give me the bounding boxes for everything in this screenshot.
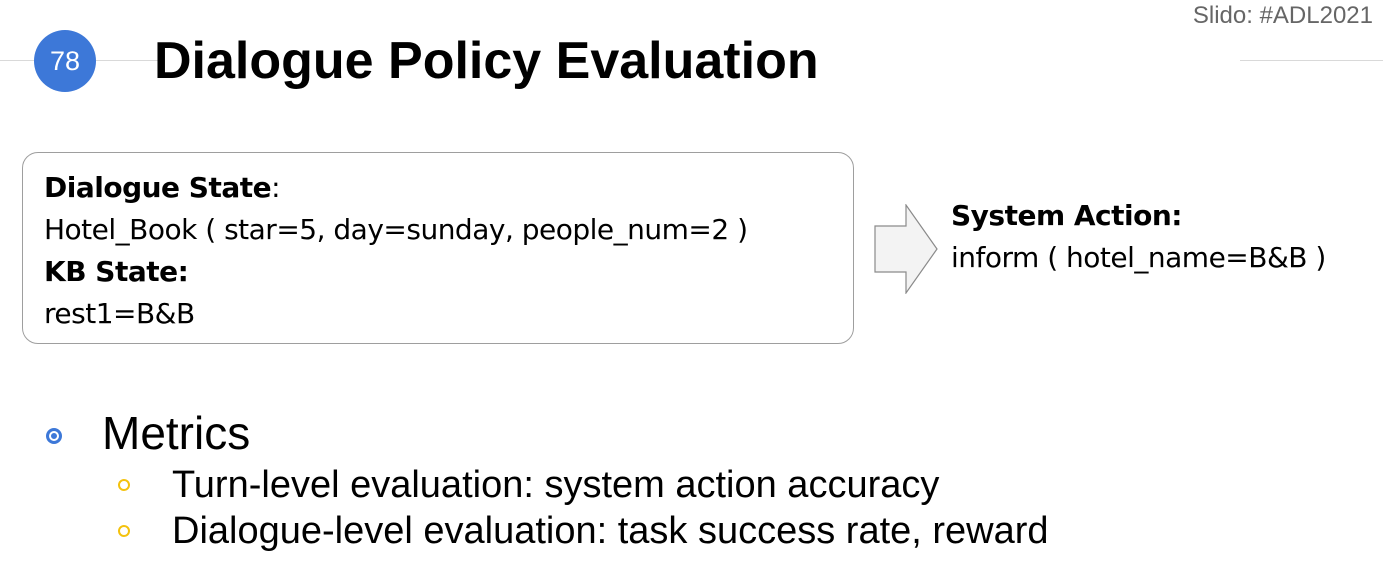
- header-divider-right: [1240, 60, 1383, 61]
- dialogue-state-heading: Dialogue State:: [44, 167, 853, 209]
- system-action-value: inform ( hotel_name=B&B ): [951, 241, 1326, 274]
- metrics-heading: Metrics: [102, 407, 251, 459]
- target-bullet-icon: [46, 428, 62, 444]
- dialogue-state-colon: :: [271, 171, 281, 204]
- kb-state-value: rest1=B&B: [44, 297, 195, 330]
- metric-item-dialogue-level: Dialogue-level evaluation: task success …: [172, 510, 1049, 552]
- dialogue-state-value: Hotel_Book ( star=5, day=sunday, people_…: [44, 213, 748, 246]
- system-action-label: System Action:: [951, 199, 1182, 232]
- list-item: Dialogue-level evaluation: task success …: [0, 508, 1383, 554]
- dialogue-state-box: Dialogue State: Hotel_Book ( star=5, day…: [22, 152, 854, 344]
- metrics-heading-row: Metrics: [0, 404, 1383, 462]
- slido-tag: Slido: #ADL2021: [1192, 2, 1373, 29]
- page-number-badge: 78: [34, 30, 96, 92]
- system-action-block: System Action: inform ( hotel_name=B&B ): [951, 195, 1326, 279]
- kb-state-label: KB State:: [44, 255, 189, 288]
- list-item: Turn-level evaluation: system action acc…: [0, 462, 1383, 508]
- circle-bullet-icon: [118, 479, 130, 491]
- metrics-list: Metrics Turn-level evaluation: system ac…: [0, 404, 1383, 554]
- dialogue-state-label: Dialogue State: [44, 171, 272, 204]
- right-arrow-icon: [874, 204, 938, 294]
- slide-title: Dialogue Policy Evaluation: [154, 32, 819, 90]
- metric-item-turn-level: Turn-level evaluation: system action acc…: [172, 464, 940, 506]
- circle-bullet-icon: [118, 525, 130, 537]
